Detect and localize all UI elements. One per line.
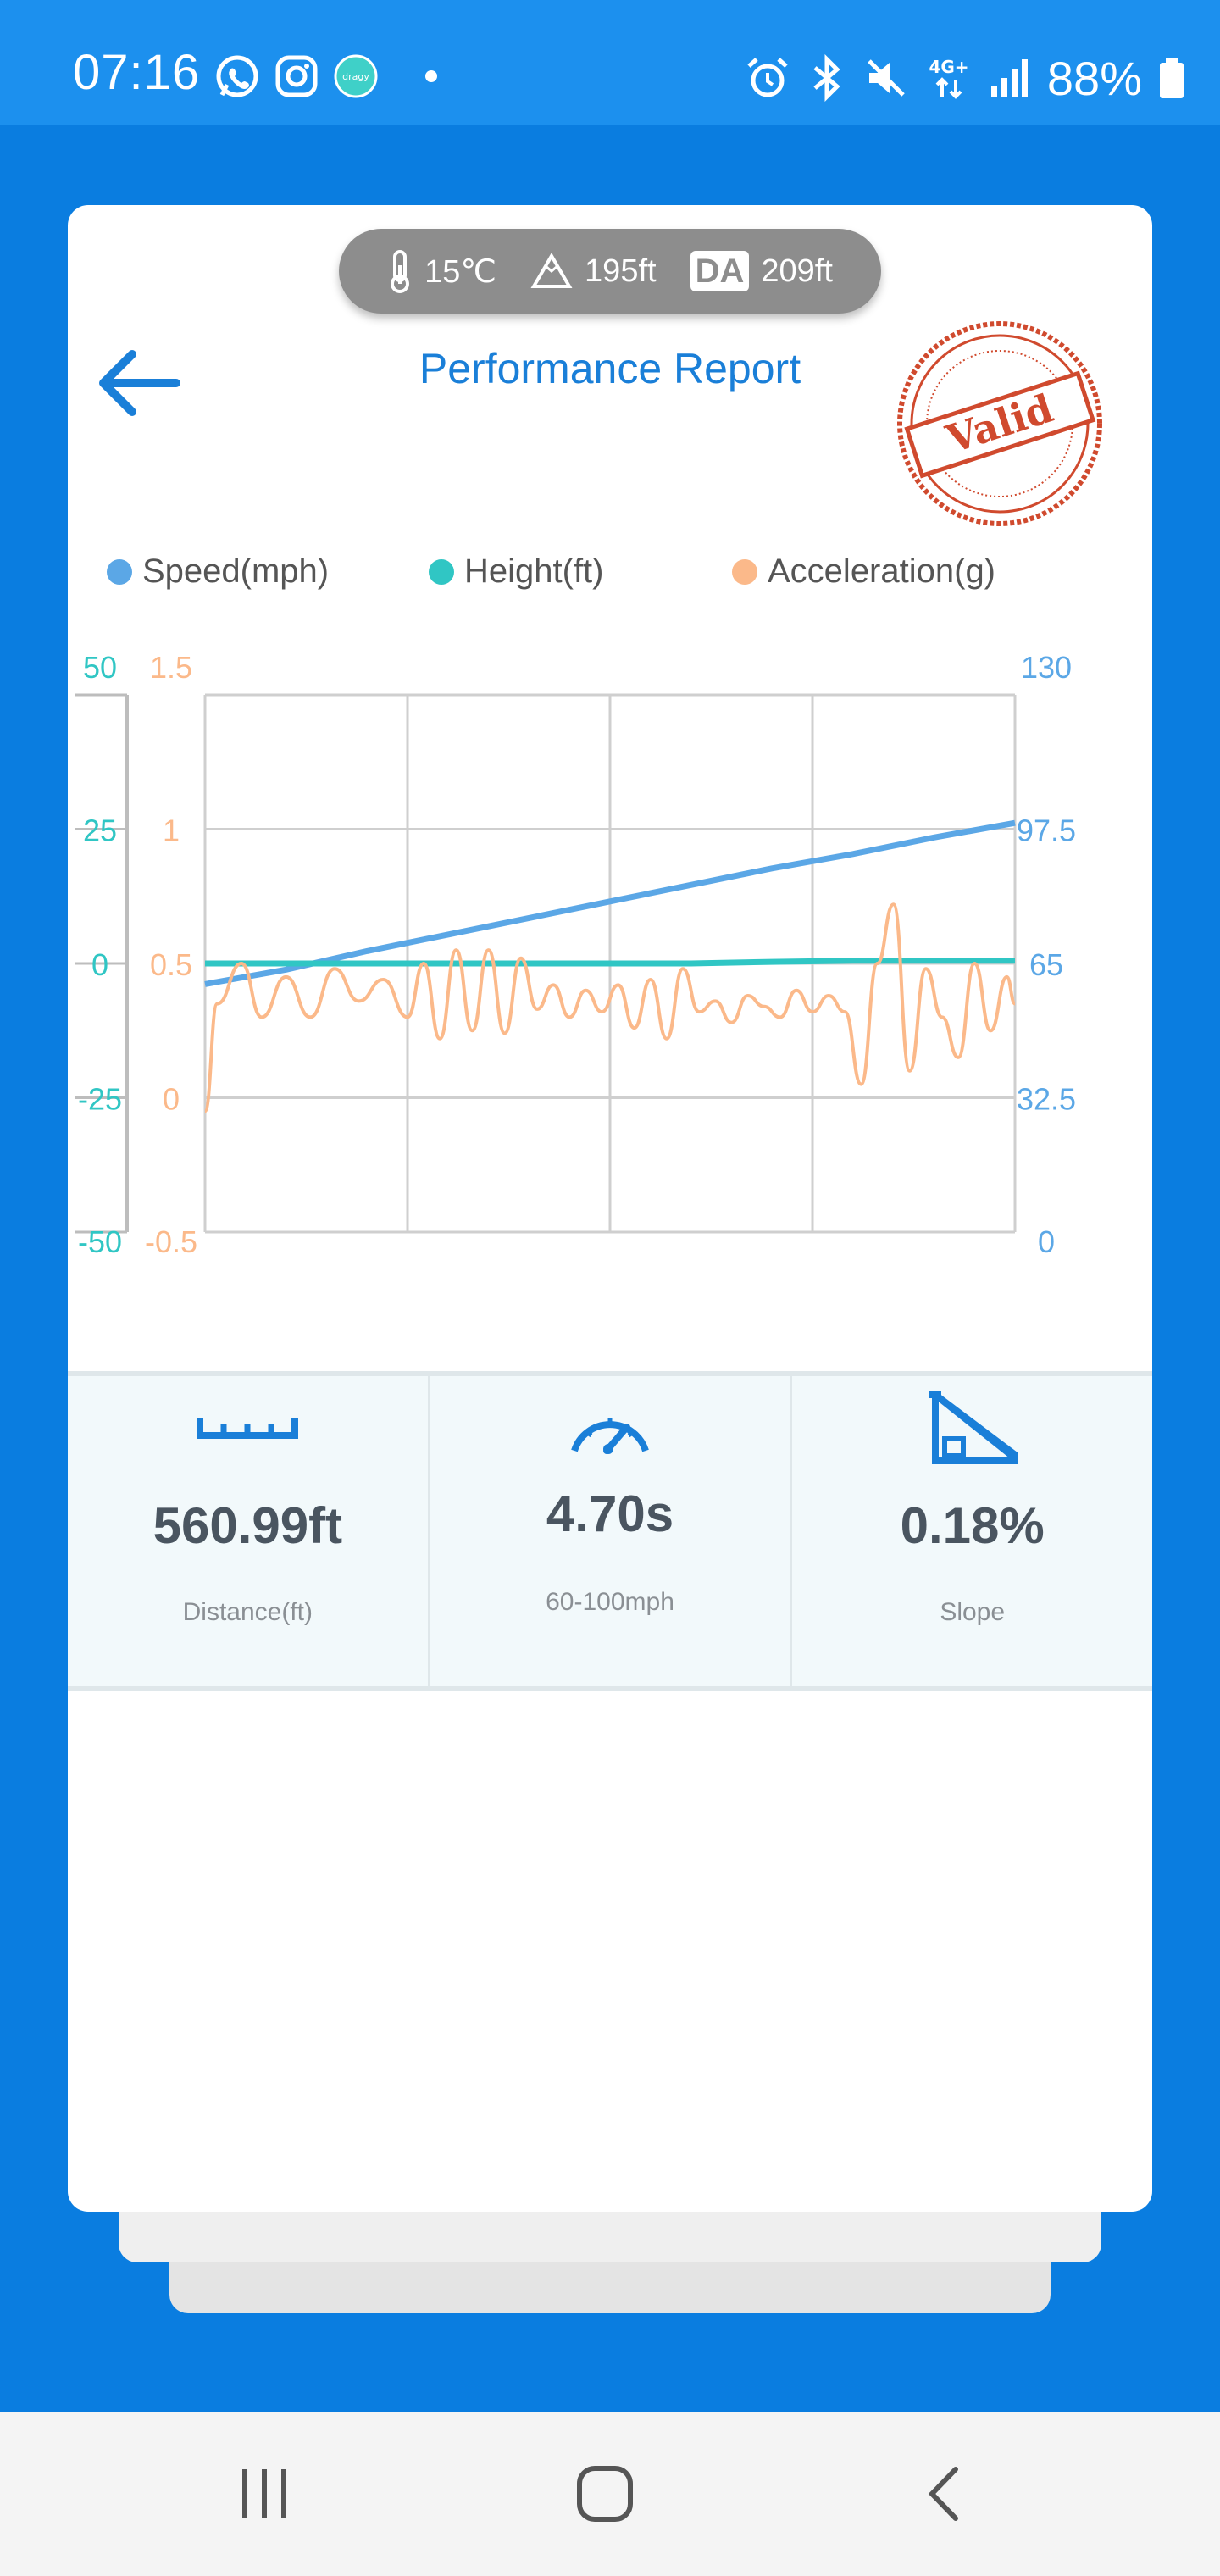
legend-dot-height (429, 558, 454, 585)
bluetooth-icon (813, 54, 840, 102)
4g-icon: 4G+ (929, 57, 968, 99)
legend-label-height: Height(ft) (464, 552, 604, 590)
svg-text:dragy: dragy (342, 71, 369, 82)
legend-item-height[interactable]: Height(ft) (429, 552, 732, 591)
density-altitude-value: 209ft (761, 253, 833, 289)
acceleration-tick-label: 0.5 (150, 947, 192, 982)
thermometer-icon (391, 250, 410, 293)
speedometer-icon (571, 1418, 649, 1454)
chart-legend: Speed(mph) Height(ft) Acceleration(g) (107, 552, 995, 591)
acceleration-tick-label: 1.5 (150, 650, 192, 685)
alarm-icon (747, 58, 788, 97)
series-line-height (205, 958, 1015, 967)
notification-dot (425, 70, 437, 82)
status-time: 07:16 (73, 45, 201, 100)
altitude-item: 195ft (530, 253, 657, 290)
legend-item-acceleration[interactable]: Acceleration(g) (732, 552, 995, 591)
legend-dot-speed (107, 558, 132, 585)
recent-apps-icon (242, 2469, 286, 2518)
height-tick-label: 25 (83, 813, 117, 848)
temperature-item: 15℃ (387, 248, 496, 294)
temperature-value: 15℃ (424, 253, 497, 290)
distance-label: Distance(ft) (182, 1598, 313, 1626)
navigation-bar (0, 2412, 1220, 2576)
stat-time: 4.70s 60-100mph (427, 1376, 790, 1686)
mountain-icon (530, 253, 573, 288)
legend-label-speed: Speed(mph) (142, 552, 330, 590)
network-label: 4G+ (929, 57, 968, 77)
acceleration-tick-label: 0 (163, 1082, 180, 1117)
page-title: Performance Report (419, 345, 801, 392)
da-badge: DA (690, 251, 750, 291)
slope-icon (929, 1391, 1018, 1464)
status-bar: 07:16 dragy 4G+ (0, 0, 1220, 125)
stats-panel: 560.99ft Distance(ft) 4.70s 60-100mph 0.… (68, 1371, 1152, 1691)
series-line-speed (204, 819, 1016, 987)
speed-tick-label: 0 (1038, 1224, 1055, 1259)
status-left-icons: dragy (214, 51, 437, 102)
back-nav-button[interactable] (895, 2456, 996, 2532)
valid-stamp: Valid (897, 321, 1102, 526)
height-tick-label: 50 (83, 650, 117, 685)
slope-value: 0.18% (900, 1497, 1045, 1554)
speed-tick-label: 97.5 (1017, 813, 1076, 848)
height-tick-label: -25 (78, 1082, 122, 1117)
series-line-acceleration (203, 902, 1017, 1113)
density-altitude-item: DA 209ft (690, 251, 833, 291)
battery-icon (1160, 58, 1184, 98)
app-icon: dragy (334, 54, 378, 98)
speed-tick-label: 32.5 (1017, 1082, 1076, 1117)
acceleration-tick-label: -0.5 (145, 1224, 197, 1259)
time-label: 60-100mph (546, 1588, 674, 1616)
stat-slope: 0.18% Slope (790, 1376, 1152, 1686)
acceleration-tick-label: 1 (163, 813, 180, 848)
performance-chart: 50 25 0 -25 -50 1.5 1 0.5 0 -0.5 130 97.5 65 32.5 0 (75, 650, 1076, 1259)
signal-icon (990, 59, 1028, 97)
home-button[interactable] (554, 2456, 656, 2532)
slope-label: Slope (940, 1598, 1006, 1626)
mute-icon (868, 59, 905, 97)
status-right-icons: 4G+ 88% (744, 44, 1186, 112)
distance-value: 560.99ft (152, 1497, 343, 1554)
home-icon (577, 2466, 633, 2522)
height-tick-label: 0 (92, 947, 108, 982)
legend-item-speed[interactable]: Speed(mph) (107, 552, 429, 591)
back-arrow-icon[interactable] (92, 341, 185, 425)
back-nav-icon (928, 2467, 958, 2521)
legend-label-acceleration: Acceleration(g) (768, 552, 996, 590)
speed-tick-label: 65 (1029, 947, 1063, 982)
whatsapp-icon (216, 55, 258, 97)
stat-distance: 560.99ft Distance(ft) (68, 1376, 428, 1686)
height-tick-label: -50 (78, 1224, 122, 1259)
altitude-value: 195ft (585, 253, 657, 289)
time-value: 4.70s (546, 1485, 674, 1542)
environment-pill: 15℃ 195ft DA 209ft (339, 229, 881, 314)
instagram-icon (275, 55, 318, 97)
battery-percent: 88% (1046, 51, 1142, 105)
legend-dot-acceleration (732, 558, 757, 585)
recent-apps-button[interactable] (214, 2456, 315, 2532)
report-card: 15℃ 195ft DA 209ft Performance Report Va… (68, 205, 1152, 2212)
ruler-icon (197, 1418, 299, 1439)
speed-tick-label: 130 (1021, 650, 1072, 685)
